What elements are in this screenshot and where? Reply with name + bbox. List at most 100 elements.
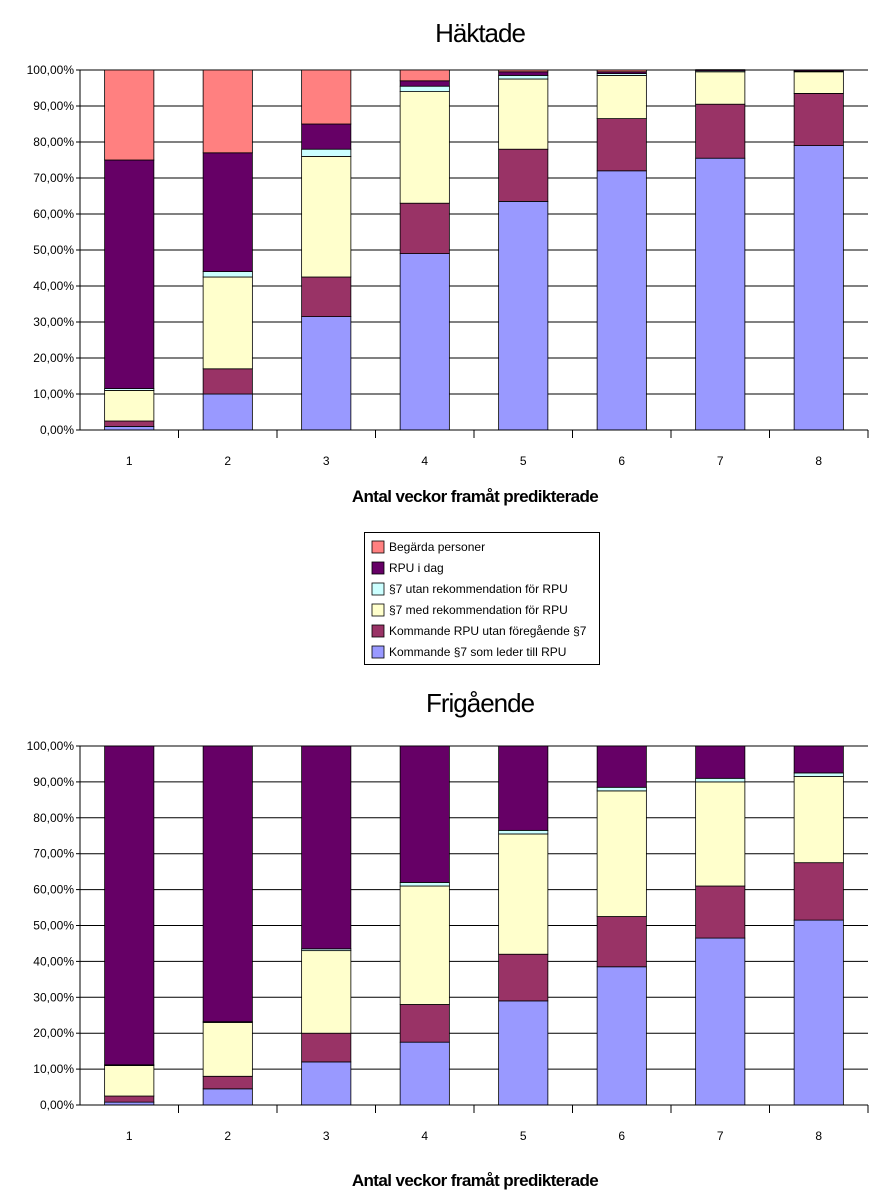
bar-segment <box>498 75 549 80</box>
x-tick-label: 1 <box>126 454 133 468</box>
x-tick-label: 3 <box>323 454 330 468</box>
y-tick-label: 50,00% <box>33 243 74 257</box>
x-tick-label: 7 <box>717 454 724 468</box>
bar-segment <box>695 745 746 779</box>
legend-swatch <box>371 645 385 659</box>
bar-segment <box>301 1061 352 1106</box>
bar-segment <box>596 916 647 968</box>
bar-segment <box>104 389 155 422</box>
y-tick-label: 0,00% <box>40 423 74 437</box>
bar-segment <box>399 91 450 204</box>
legend: Begärda personer RPU i dag §7 utan rekomme… <box>364 532 600 665</box>
x-axis-label: Antal veckor framåt predikterade <box>352 1171 598 1190</box>
y-tick-label: 70,00% <box>33 171 74 185</box>
y-tick-label: 80,00% <box>33 811 74 825</box>
legend-label: RPU i dag <box>389 561 444 575</box>
bar-segment <box>202 393 253 431</box>
x-tick-labels: 1 2 3 4 5 6 7 8 <box>126 454 823 468</box>
bar-segment <box>793 93 844 147</box>
bar-segment <box>301 745 352 950</box>
y-tick-label: 40,00% <box>33 954 74 968</box>
bar-segment <box>202 1088 253 1106</box>
bar-segment <box>202 69 253 154</box>
bar-segment <box>498 953 549 1002</box>
bar-segment <box>498 1000 549 1106</box>
bar-segment <box>301 276 352 317</box>
y-tick-label: 40,00% <box>33 279 74 293</box>
y-tick-label: 90,00% <box>33 99 74 113</box>
bar-segment <box>399 1004 450 1043</box>
bar-segment <box>104 69 155 161</box>
bar-segment <box>399 80 450 87</box>
x-tick-label: 1 <box>126 1129 133 1143</box>
bar-segment <box>793 69 844 72</box>
legend-label: Kommande §7 som leder till RPU <box>389 645 566 659</box>
bar-segment <box>301 69 352 125</box>
bar-segment <box>498 745 549 831</box>
legend-swatch <box>371 603 385 617</box>
bar-segment <box>596 786 647 792</box>
bar-segment <box>498 200 549 431</box>
bar-segment <box>793 71 844 94</box>
legend-swatch <box>371 540 385 554</box>
bar-segment <box>202 152 253 273</box>
bar-segment <box>399 882 450 887</box>
bar-segment <box>793 919 844 1106</box>
bar-segment <box>498 829 549 835</box>
y-tick-label: 30,00% <box>33 990 74 1004</box>
x-tick-label: 4 <box>421 454 428 468</box>
y-tick-label: 100,00% <box>27 739 75 753</box>
gridlines <box>80 745 868 1070</box>
bar-segment <box>301 155 352 278</box>
chart-title: Häktade <box>435 18 525 48</box>
bar-segment <box>202 276 253 370</box>
bar-segment <box>695 885 746 939</box>
x-axis-label: Antal veckor framåt predikterade <box>352 487 598 506</box>
y-tick-label: 80,00% <box>33 135 74 149</box>
x-tick-label: 7 <box>717 1129 724 1143</box>
bar-segment <box>498 833 549 955</box>
y-tick-label: 60,00% <box>33 883 74 897</box>
bar-segment <box>596 745 647 788</box>
x-tick-label: 5 <box>520 454 527 468</box>
legend-swatch <box>371 624 385 638</box>
bar-segment <box>596 69 647 73</box>
bar-segment <box>695 157 746 431</box>
x-tick-label: 2 <box>224 454 231 468</box>
x-tick-label: 5 <box>520 1129 527 1143</box>
bar-segment <box>399 253 450 431</box>
bar-segment <box>793 862 844 921</box>
bar-segment <box>596 170 647 431</box>
bar-segment <box>399 745 450 883</box>
y-tick-label: 20,00% <box>33 351 74 365</box>
bar-segment <box>695 69 746 72</box>
y-tick-labels: 0,00% 10,00% 20,00% 30,00% 40,00% 50,00% 60,00… <box>27 63 75 437</box>
y-tick-label: 30,00% <box>33 315 74 329</box>
x-tick-label: 4 <box>421 1129 428 1143</box>
x-tick-label: 6 <box>618 454 625 468</box>
bar-segment <box>596 790 647 917</box>
x-tick-label: 8 <box>815 454 822 468</box>
axes <box>76 69 869 438</box>
bar-segment <box>104 1065 155 1097</box>
bar-segment <box>793 745 844 774</box>
bar-segment <box>104 159 155 390</box>
bar-segment <box>399 1041 450 1106</box>
legend-label: §7 med rekommendation för RPU <box>389 603 568 617</box>
y-tick-label: 10,00% <box>33 387 74 401</box>
y-tick-label: 0,00% <box>40 1098 74 1112</box>
gridlines <box>80 69 868 395</box>
x-tick-label: 2 <box>224 1129 231 1143</box>
bar-segment <box>202 271 253 278</box>
bar-segment <box>202 745 253 1023</box>
bar-segment <box>793 145 844 431</box>
bar-segment <box>596 75 647 120</box>
bar-segment <box>301 950 352 1034</box>
bar-segment <box>695 777 746 783</box>
bar-segment <box>695 71 746 105</box>
bar-segment <box>695 781 746 887</box>
x-tick-label: 3 <box>323 1129 330 1143</box>
y-tick-label: 60,00% <box>33 207 74 221</box>
bar-segment <box>498 148 549 202</box>
bar-segment <box>498 71 549 76</box>
